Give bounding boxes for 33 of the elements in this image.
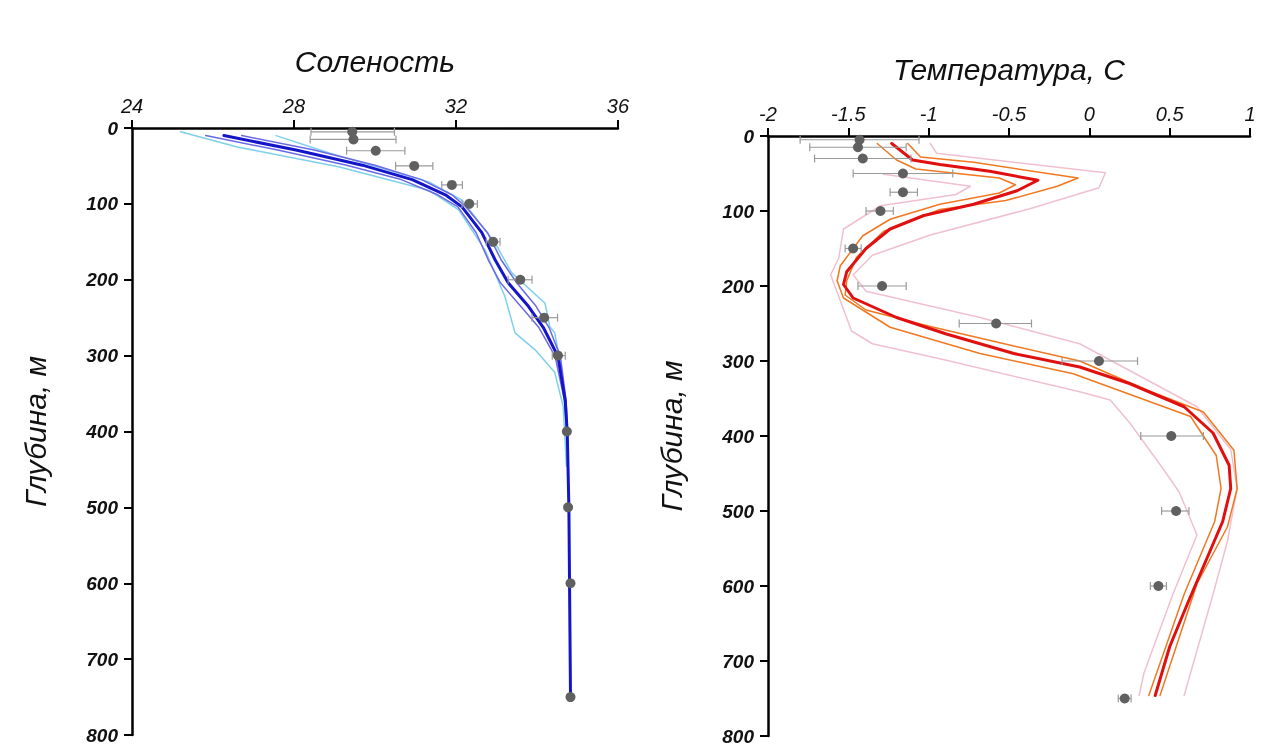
y-tick-label: 100 (86, 193, 119, 215)
y-tick-label: 400 (85, 421, 119, 442)
x-tick-label: -1.5 (831, 103, 867, 125)
y-tick-label: 500 (722, 500, 755, 522)
y-tick-label: 300 (86, 345, 119, 367)
x-tick-label: 24 (119, 95, 144, 117)
x-tick-label: 36 (606, 95, 630, 117)
y-tick-label: 100 (722, 200, 755, 222)
y-tick-label: 800 (722, 725, 755, 747)
x-tick-label: -1 (919, 103, 938, 125)
y-tick-label: 0 (107, 117, 119, 139)
x-tick-label: 28 (281, 95, 306, 117)
y-tick-label: 0 (743, 125, 755, 147)
y-tick-label: 700 (86, 648, 119, 670)
x-axis-title: Соленость (294, 44, 456, 78)
y-tick-label: 600 (722, 575, 755, 597)
y-tick-label: 300 (722, 350, 755, 372)
x-tick-label: 1 (1244, 103, 1256, 125)
y-axis-title: Глубина, м (18, 355, 52, 508)
y-tick-label: 500 (86, 496, 119, 518)
x-tick-label: -2 (759, 103, 777, 125)
y-tick-label: 400 (721, 425, 755, 447)
y-tick-label: 800 (86, 724, 119, 746)
x-tick-label: 0 (1083, 103, 1095, 125)
y-axis-title: Глубина, м (654, 360, 688, 512)
y-tick-label: 200 (721, 275, 755, 297)
y-tick-label: 200 (85, 269, 119, 291)
y-tick-label: 700 (722, 650, 755, 672)
x-tick-label: 32 (444, 95, 468, 117)
y-tick-label: 600 (86, 572, 119, 594)
x-axis-title: Температура, С (893, 52, 1126, 86)
x-tick-label: 0.5 (1155, 103, 1185, 125)
x-tick-label: -0.5 (991, 103, 1028, 125)
